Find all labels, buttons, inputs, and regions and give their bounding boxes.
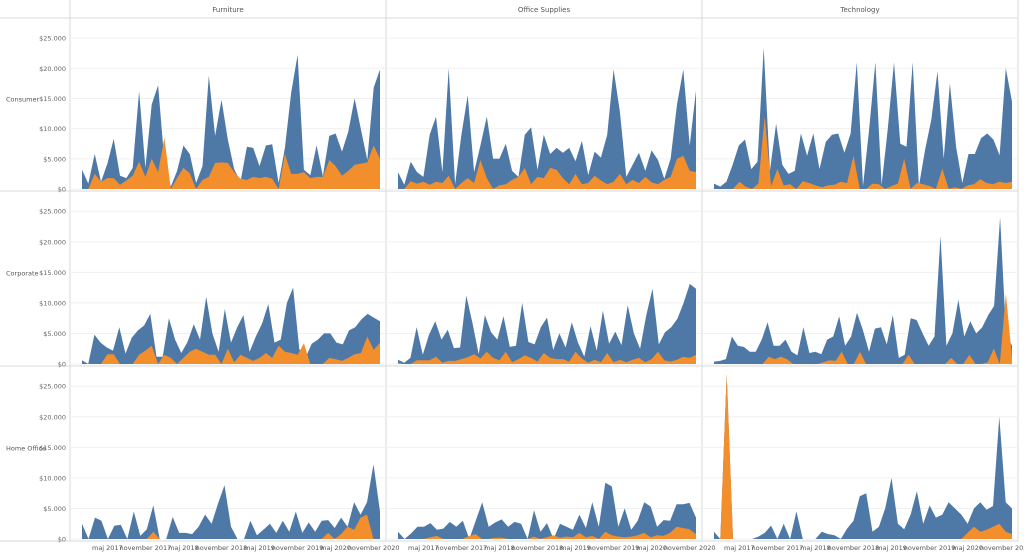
area-total-home-office-furniture bbox=[82, 464, 380, 539]
x-tick-label: maj 2018 bbox=[168, 544, 199, 552]
y-tick-label: $25.000 bbox=[39, 383, 66, 391]
y-tick-label: $5.000 bbox=[43, 505, 66, 513]
y-tick-label: $15.000 bbox=[39, 444, 66, 452]
y-tick-label: $15.000 bbox=[39, 95, 66, 103]
x-tick-label: november 2018 bbox=[196, 544, 248, 552]
y-tick-label: $10.000 bbox=[39, 299, 66, 307]
area-total-corporate-office-supplies bbox=[398, 283, 696, 364]
y-tick-label: $20.000 bbox=[39, 65, 66, 73]
area-highlight-home-office-furniture bbox=[82, 514, 380, 539]
y-tick-label: $20.000 bbox=[39, 238, 66, 246]
area-total-consumer-technology bbox=[714, 47, 1012, 190]
x-tick-label: maj 2020 bbox=[636, 544, 667, 552]
y-tick-label: $25.000 bbox=[39, 35, 66, 43]
x-tick-label: maj 2017 bbox=[724, 544, 755, 552]
area-total-home-office-technology bbox=[714, 374, 1012, 539]
row-header-corporate: Corporate bbox=[6, 270, 39, 278]
column-header-office-supplies: Office Supplies bbox=[518, 6, 571, 14]
y-tick-label: $5.000 bbox=[43, 330, 66, 338]
x-tick-label: maj 2020 bbox=[952, 544, 983, 552]
area-total-corporate-furniture bbox=[82, 287, 380, 364]
area-highlight-home-office-office-supplies bbox=[398, 526, 696, 539]
x-tick-label: november 2020 bbox=[980, 544, 1024, 552]
y-tick-label: $0 bbox=[58, 186, 66, 194]
area-total-corporate-technology bbox=[714, 217, 1012, 364]
x-tick-label: november 2018 bbox=[828, 544, 880, 552]
x-tick-label: november 2017 bbox=[436, 544, 488, 552]
y-tick-label: $10.000 bbox=[39, 125, 66, 133]
x-tick-label: november 2017 bbox=[120, 544, 172, 552]
y-tick-label: $15.000 bbox=[39, 269, 66, 277]
x-tick-label: maj 2017 bbox=[408, 544, 439, 552]
area-total-home-office-office-supplies bbox=[398, 482, 696, 539]
y-tick-label: $0 bbox=[58, 361, 66, 369]
row-header-home-office: Home Office bbox=[6, 445, 46, 453]
row-header-consumer: Consumer bbox=[6, 96, 39, 104]
x-tick-label: maj 2017 bbox=[92, 544, 123, 552]
column-header-technology: Technology bbox=[839, 6, 879, 14]
x-tick-label: november 2018 bbox=[512, 544, 564, 552]
area-highlight-corporate-office-supplies bbox=[398, 351, 696, 364]
y-tick-label: $25.000 bbox=[39, 208, 66, 216]
y-tick-label: $0 bbox=[58, 536, 66, 544]
x-tick-label: maj 2019 bbox=[560, 544, 591, 552]
area-total-consumer-furniture bbox=[82, 55, 380, 189]
y-tick-label: $20.000 bbox=[39, 413, 66, 421]
x-tick-label: maj 2020 bbox=[320, 544, 351, 552]
x-tick-label: november 2017 bbox=[752, 544, 804, 552]
area-highlight-corporate-furniture bbox=[82, 336, 380, 364]
area-highlight-consumer-office-supplies bbox=[398, 155, 696, 189]
column-header-furniture: Furniture bbox=[212, 6, 243, 14]
x-tick-label: maj 2018 bbox=[484, 544, 515, 552]
x-tick-label: november 2020 bbox=[664, 544, 716, 552]
x-tick-label: maj 2019 bbox=[244, 544, 275, 552]
y-tick-label: $5.000 bbox=[43, 155, 66, 163]
x-tick-label: maj 2018 bbox=[800, 544, 831, 552]
area-highlight-consumer-furniture bbox=[82, 137, 380, 189]
x-tick-label: november 2019 bbox=[904, 544, 956, 552]
area-total-consumer-office-supplies bbox=[398, 68, 696, 189]
area-highlight-consumer-technology bbox=[714, 116, 1012, 189]
y-tick-label: $10.000 bbox=[39, 474, 66, 482]
x-tick-label: november 2019 bbox=[272, 544, 324, 552]
x-tick-label: maj 2019 bbox=[876, 544, 907, 552]
x-tick-label: november 2019 bbox=[588, 544, 640, 552]
x-tick-label: november 2020 bbox=[348, 544, 400, 552]
